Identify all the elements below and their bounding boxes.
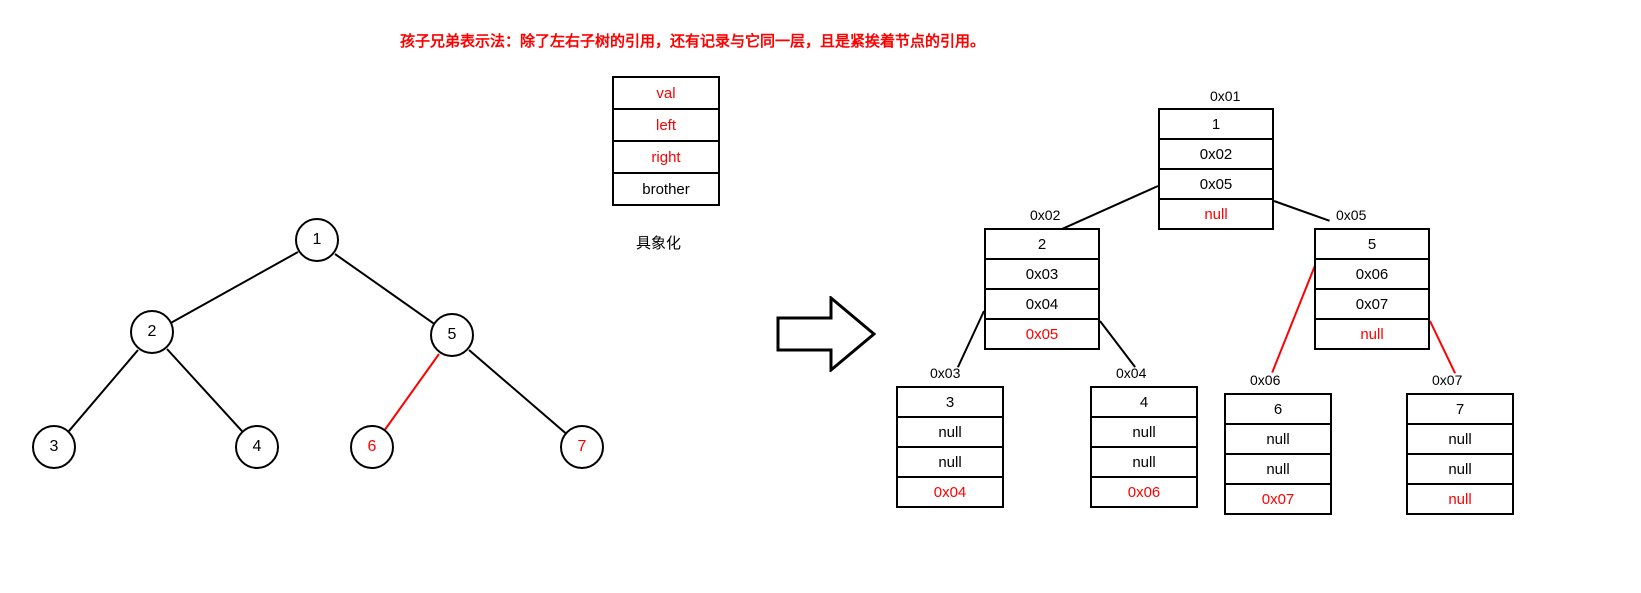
memory-cell: 0x04 [984,288,1100,320]
memory-edge [1274,200,1331,222]
memory-cell: null [1090,416,1198,448]
memory-node-0x07: 7nullnullnull [1406,393,1514,515]
tree-node-7: 7 [560,425,604,469]
memory-cell: 1 [1158,108,1274,140]
memory-cell: null [1406,453,1514,485]
memory-cell: null [1158,198,1274,230]
memory-cell: 6 [1224,393,1332,425]
schema-cell-left: left [612,108,720,142]
memory-edge [957,311,985,368]
memory-cell: 0x07 [1314,288,1430,320]
tree-edge [171,251,299,323]
memory-cell: 0x06 [1090,476,1198,508]
schema-cell-brother: brother [612,172,720,206]
memory-cell: null [896,446,1004,478]
memory-cell: 3 [896,386,1004,418]
memory-cell: 0x05 [984,318,1100,350]
arrow-icon [776,296,876,372]
memory-addr-0x03: 0x03 [930,365,960,381]
memory-cell: null [1090,446,1198,478]
memory-addr-0x02: 0x02 [1030,207,1060,223]
memory-node-0x01: 10x020x05null [1158,108,1274,230]
memory-cell: null [1406,423,1514,455]
schema-cell-right: right [612,140,720,174]
memory-cell: 0x04 [896,476,1004,508]
memory-cell: 0x03 [984,258,1100,290]
memory-node-0x02: 20x030x040x05 [984,228,1100,350]
memory-node-0x05: 50x060x07null [1314,228,1430,350]
schema-box: valleftrightbrother [612,76,720,206]
tree-edge [68,349,139,432]
memory-cell: 5 [1314,228,1430,260]
tree-node-1: 1 [295,218,339,262]
tree-node-2: 2 [130,310,174,354]
memory-addr-0x07: 0x07 [1432,372,1462,388]
memory-cell: null [1406,483,1514,515]
memory-addr-0x01: 0x01 [1210,88,1240,104]
tree-node-4: 4 [235,425,279,469]
memory-cell: null [896,416,1004,448]
memory-edge [1271,263,1317,374]
memory-cell: 2 [984,228,1100,260]
memory-cell: 4 [1090,386,1198,418]
tree-edge [166,349,243,433]
memory-cell: null [1314,318,1430,350]
memory-cell: null [1224,453,1332,485]
memory-node-0x04: 4nullnull0x06 [1090,386,1198,508]
tree-edge [384,353,440,430]
memory-edge [1062,185,1159,230]
memory-cell: 7 [1406,393,1514,425]
memory-node-0x03: 3nullnull0x04 [896,386,1004,508]
tree-node-5: 5 [430,313,474,357]
title-text: 孩子兄弟表示法：除了左右子树的引用，还有记录与它同一层，且是紧挨着节点的引用。 [400,30,985,51]
memory-cell: null [1224,423,1332,455]
memory-cell: 0x06 [1314,258,1430,290]
memory-edge [1429,321,1456,374]
memory-addr-0x04: 0x04 [1116,365,1146,381]
tree-edge [468,350,566,435]
memory-node-0x06: 6nullnull0x07 [1224,393,1332,515]
tree-node-3: 3 [32,425,76,469]
memory-cell: 0x02 [1158,138,1274,170]
memory-cell: 0x05 [1158,168,1274,200]
tree-node-6: 6 [350,425,394,469]
tree-edge [334,253,434,324]
memory-cell: 0x07 [1224,483,1332,515]
memory-addr-0x05: 0x05 [1336,207,1366,223]
memory-addr-0x06: 0x06 [1250,372,1280,388]
schema-cell-val: val [612,76,720,110]
concrete-label: 具象化 [636,232,681,253]
memory-edge [1099,320,1136,367]
